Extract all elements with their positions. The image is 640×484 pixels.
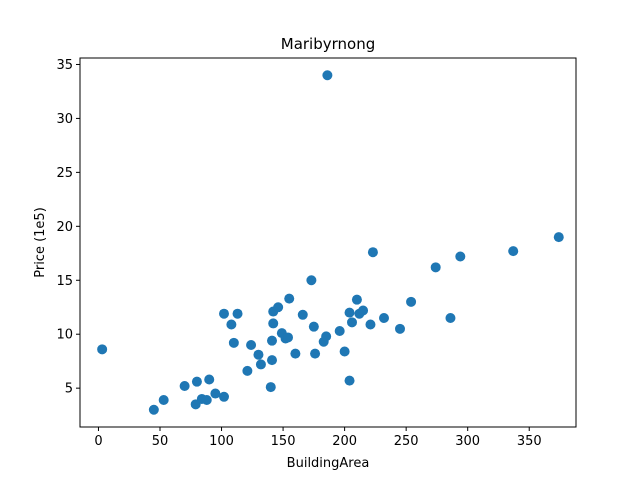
scatter-point (273, 302, 284, 313)
scatter-point (344, 307, 355, 318)
chart-title: Maribyrnong (281, 35, 375, 53)
x-tick-label: 250 (394, 434, 419, 449)
scatter-point (290, 348, 301, 359)
scatter-point (297, 309, 308, 320)
scatter-point (283, 332, 293, 343)
scatter-point (358, 305, 369, 316)
scatter-point (322, 70, 333, 81)
scatter-point (228, 337, 239, 348)
x-tick-label: 0 (94, 434, 102, 449)
y-tick-label: 30 (56, 112, 73, 127)
y-tick-label: 10 (56, 328, 73, 343)
scatter-point (267, 355, 277, 366)
scatter-point (210, 388, 221, 399)
scatter-point (97, 344, 108, 355)
scatter-point (242, 365, 253, 376)
y-tick-label: 5 (65, 382, 73, 397)
x-tick-label: 150 (271, 434, 296, 449)
x-tick-label: 50 (152, 434, 169, 449)
scatter-point (334, 325, 345, 336)
scatter-point (204, 374, 215, 385)
scatter-point (306, 275, 317, 286)
scatter-point (191, 376, 202, 387)
scatter-point (148, 404, 159, 415)
scatter-point (232, 308, 243, 319)
scatter-point (321, 331, 332, 342)
scatter-point (508, 246, 519, 257)
scatter-point (308, 321, 319, 332)
x-axis-ticks: 0 50 100 150 200 250 300 350 (94, 427, 542, 449)
scatter-point (367, 247, 378, 258)
y-tick-label: 20 (56, 220, 73, 235)
plot-frame (79, 57, 577, 428)
scatter-point (339, 346, 350, 357)
scatter-point (553, 232, 564, 243)
y-axis-label: Price (1e5) (33, 207, 48, 278)
scatter-point (226, 319, 237, 330)
scatter-point (455, 251, 466, 262)
y-axis-ticks: 5 10 15 20 25 30 35 (56, 58, 80, 397)
scatter-point (445, 313, 456, 324)
scatter-point (267, 335, 277, 346)
scatter-point (310, 348, 321, 359)
scatter-point (365, 319, 376, 330)
scatter-points (97, 70, 564, 415)
y-tick-label: 35 (56, 58, 73, 73)
x-tick-label: 350 (517, 434, 542, 449)
scatter-point (347, 317, 357, 328)
scatter-point (253, 349, 264, 360)
scatter-point (268, 318, 279, 329)
x-tick-label: 100 (209, 434, 234, 449)
y-tick-label: 25 (56, 166, 73, 181)
scatter-point (255, 359, 266, 370)
scatter-point (284, 293, 295, 304)
scatter-point (158, 395, 169, 406)
scatter-point (179, 381, 190, 391)
scatter-point (219, 391, 229, 402)
scatter-point (430, 262, 441, 273)
scatter-point (395, 323, 405, 334)
scatter-point (219, 308, 229, 319)
scatter-point (379, 313, 389, 324)
x-tick-label: 300 (455, 434, 480, 449)
scatter-point (201, 395, 212, 406)
scatter-point (406, 296, 417, 307)
scatter-point (246, 340, 257, 350)
x-axis-label: BuildingArea (287, 456, 370, 471)
scatter-point (265, 382, 276, 393)
scatter-point (344, 375, 355, 386)
y-tick-label: 15 (56, 274, 73, 289)
scatter-point (351, 294, 362, 305)
x-tick-label: 200 (332, 434, 357, 449)
